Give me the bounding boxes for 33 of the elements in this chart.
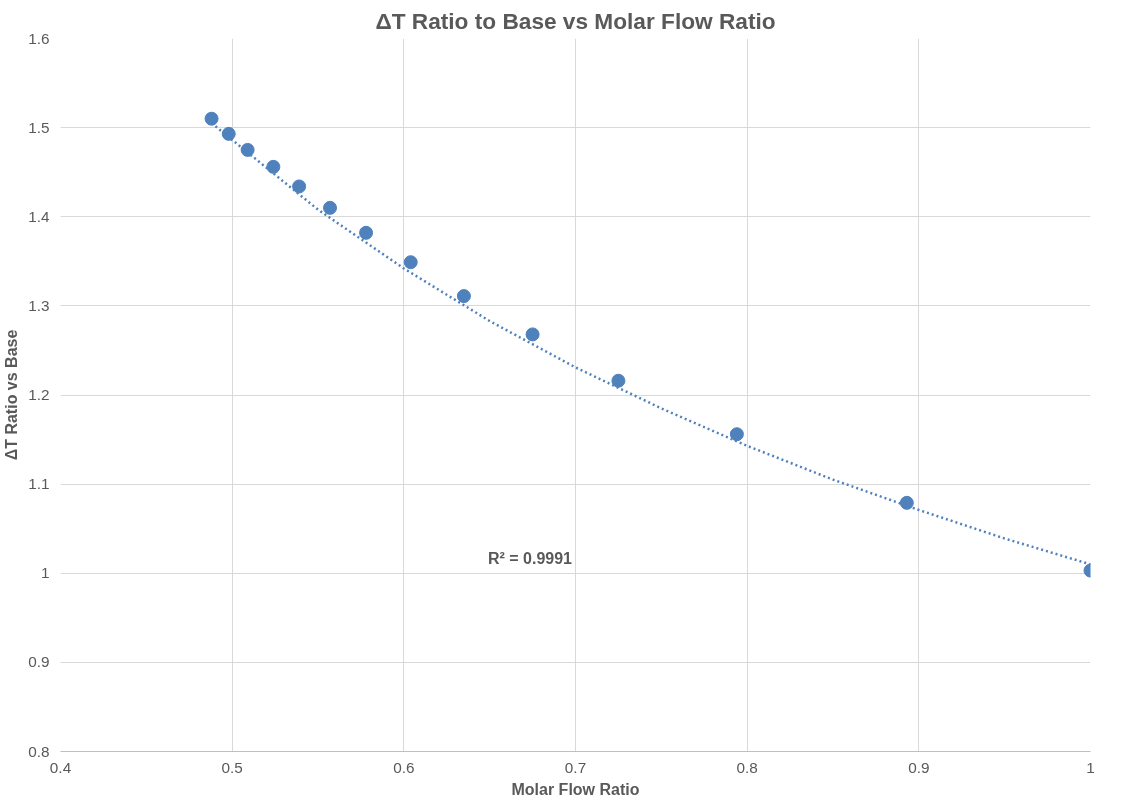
point: [240, 142, 255, 157]
point: [456, 289, 471, 304]
y-tick-label: 1: [40, 564, 50, 582]
x-axis-title: Molar Flow Ratio: [511, 780, 640, 798]
point: [729, 427, 744, 442]
y-tick-label: 1.6: [28, 29, 50, 47]
point: [323, 200, 338, 215]
x-tick-label: 0.7: [564, 758, 587, 776]
point: [611, 373, 626, 388]
point: [292, 179, 307, 194]
y-tick-label: 1.3: [28, 296, 50, 314]
point: [525, 327, 540, 342]
annotation: R² = 0.9991: [487, 550, 573, 568]
x-tick-label: 1: [1086, 758, 1095, 776]
x-tick-label: 0.9: [908, 758, 930, 776]
y-tick-label: 0.8: [28, 742, 50, 760]
y-tick-label: 1.2: [28, 386, 50, 403]
y-tick-label: 1.5: [28, 118, 50, 136]
x-tick-label: 0.4: [49, 758, 72, 776]
x-tick-label: 0.8: [736, 758, 758, 776]
x-tick-label: 0.5: [221, 758, 243, 776]
y-tick-label: 0.9: [28, 653, 50, 671]
y-axis-title: ΔT Ratio vs Base: [3, 329, 21, 461]
x-tick-label: 0.6: [393, 758, 415, 776]
y-tick-label: 1.4: [28, 207, 50, 225]
point: [359, 225, 374, 240]
point: [221, 126, 236, 141]
point: [403, 255, 418, 270]
point: [899, 495, 914, 510]
point: [204, 111, 219, 126]
y-tick-label: 1.1: [28, 475, 50, 493]
point: [266, 159, 281, 174]
chart-title: ΔT Ratio to Base vs Molar Flow Ratio: [375, 7, 776, 34]
